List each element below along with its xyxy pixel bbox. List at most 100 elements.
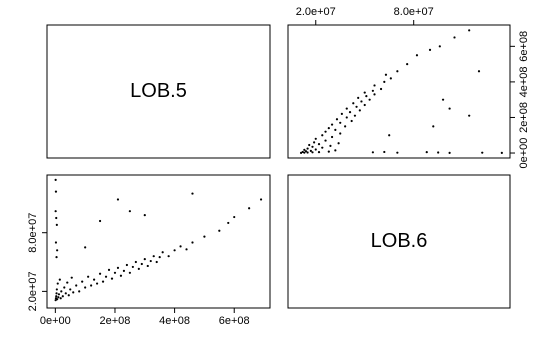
point [66, 281, 69, 284]
point [203, 235, 206, 238]
point [357, 96, 360, 100]
point [57, 296, 60, 299]
point [365, 95, 368, 98]
point [125, 263, 128, 267]
tick-label: 6e+08 [518, 31, 530, 62]
point [81, 280, 84, 283]
point [55, 223, 58, 226]
tick-label: 0e+00 [40, 315, 71, 327]
point [233, 215, 236, 219]
point [143, 258, 146, 261]
point [101, 280, 105, 283]
point [337, 142, 340, 145]
point [321, 146, 324, 149]
point [317, 151, 321, 154]
point [98, 272, 102, 275]
point [396, 151, 399, 154]
point [324, 139, 327, 142]
panel-box [287, 174, 511, 309]
point [468, 29, 471, 32]
point [259, 198, 263, 201]
point [167, 255, 170, 258]
point [363, 103, 366, 107]
point [93, 278, 96, 281]
point [373, 84, 376, 87]
point [311, 151, 314, 154]
point [158, 256, 161, 259]
point [78, 290, 81, 293]
panel-box [46, 174, 271, 309]
point [98, 219, 102, 223]
point [55, 288, 58, 291]
point [67, 294, 70, 297]
point [334, 149, 337, 152]
point [358, 109, 361, 112]
point [330, 123, 334, 126]
point [110, 277, 114, 280]
point [55, 295, 58, 298]
point [371, 151, 374, 154]
point [428, 48, 432, 51]
point [128, 271, 131, 274]
point [314, 137, 317, 140]
point [57, 293, 61, 296]
point [149, 259, 152, 263]
point [308, 143, 311, 147]
point [140, 262, 143, 266]
point [84, 286, 87, 289]
point [134, 260, 137, 264]
point [95, 282, 99, 285]
point [306, 151, 309, 154]
point [360, 100, 363, 103]
point [383, 80, 386, 83]
point [304, 150, 308, 153]
point [345, 107, 348, 110]
tick-label: 8.0e+07 [27, 213, 39, 253]
point [155, 260, 158, 264]
tick-label: 2e+08 [518, 102, 530, 133]
point [415, 54, 419, 57]
point [324, 130, 327, 133]
point [321, 134, 324, 137]
point [84, 246, 87, 249]
tick-label: 2e+08 [100, 315, 131, 327]
point [55, 216, 58, 220]
point [339, 121, 342, 124]
point [441, 98, 445, 101]
point [313, 141, 316, 144]
tick-label: 6e+08 [219, 315, 250, 327]
point [116, 198, 120, 201]
point [179, 245, 182, 248]
point [54, 241, 58, 244]
point [330, 135, 334, 139]
point [60, 290, 63, 293]
point [396, 70, 399, 73]
point [438, 45, 441, 48]
point [107, 268, 111, 271]
point [122, 269, 126, 272]
point [345, 116, 348, 119]
point [116, 266, 120, 270]
point [379, 87, 383, 91]
point [481, 151, 484, 154]
point [90, 284, 93, 287]
point [437, 151, 440, 154]
point [468, 114, 471, 117]
point [58, 278, 61, 281]
point [368, 98, 371, 101]
point [152, 255, 155, 258]
panel-box [46, 24, 271, 159]
point [61, 295, 64, 298]
point [373, 93, 376, 96]
point [335, 118, 339, 121]
point [56, 298, 59, 301]
point [54, 210, 57, 213]
tick-label: 8.0e+07 [394, 6, 434, 18]
point [113, 271, 117, 274]
point [334, 128, 337, 132]
point [137, 267, 140, 270]
tick-label: 4e+08 [518, 66, 530, 97]
point [218, 229, 221, 232]
point [406, 63, 409, 66]
point [69, 288, 72, 291]
